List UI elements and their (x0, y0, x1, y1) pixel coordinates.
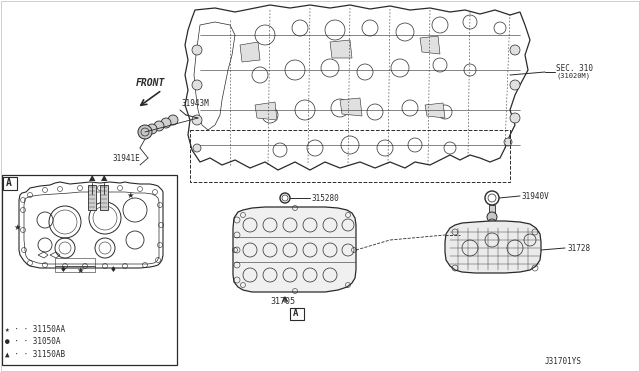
Text: ★: ★ (13, 222, 20, 231)
Text: 315280: 315280 (312, 193, 340, 202)
Circle shape (488, 219, 496, 227)
Circle shape (138, 125, 152, 139)
Circle shape (192, 115, 202, 125)
Circle shape (147, 124, 157, 134)
Bar (100, 185, 108, 210)
Text: ♦: ♦ (109, 266, 116, 275)
Bar (190, 130, 510, 182)
Text: 31940V: 31940V (522, 192, 550, 201)
Polygon shape (445, 221, 541, 273)
Polygon shape (340, 98, 362, 116)
Text: 31943M: 31943M (182, 99, 210, 108)
Text: J31701YS: J31701YS (545, 357, 582, 366)
Text: A: A (293, 310, 299, 318)
Text: ▲: ▲ (89, 173, 95, 182)
Text: SEC. 310: SEC. 310 (556, 64, 593, 73)
Circle shape (193, 144, 201, 152)
Circle shape (510, 113, 520, 123)
Text: 31705: 31705 (270, 298, 295, 307)
Bar (55, 258, 95, 266)
Circle shape (168, 115, 178, 125)
Circle shape (192, 45, 202, 55)
Circle shape (487, 212, 497, 222)
Bar (2, 175, 177, 365)
FancyBboxPatch shape (3, 176, 17, 189)
Polygon shape (420, 36, 440, 54)
Text: ▲ · · 31150AB: ▲ · · 31150AB (5, 350, 65, 359)
Text: ★: ★ (126, 190, 134, 199)
Polygon shape (233, 207, 356, 292)
Polygon shape (425, 103, 445, 118)
Text: ▲: ▲ (100, 173, 108, 182)
Circle shape (192, 80, 202, 90)
Polygon shape (330, 40, 352, 58)
Polygon shape (240, 42, 260, 62)
Polygon shape (255, 102, 277, 120)
Text: ★: ★ (76, 266, 84, 275)
Circle shape (161, 118, 171, 128)
Bar (88, 185, 96, 210)
Text: ♦: ♦ (60, 266, 67, 275)
Bar (489, 205, 495, 213)
Text: (31020M): (31020M) (556, 73, 590, 79)
Circle shape (510, 45, 520, 55)
Circle shape (510, 80, 520, 90)
Text: A: A (6, 178, 12, 188)
Text: ● · · 31050A: ● · · 31050A (5, 337, 61, 346)
Text: FRONT: FRONT (135, 78, 164, 88)
Circle shape (154, 121, 164, 131)
Bar (55, 266, 95, 272)
Text: 31941E: 31941E (112, 154, 140, 163)
Text: 31728: 31728 (567, 244, 590, 253)
Text: ★ · · 31150AA: ★ · · 31150AA (5, 326, 65, 334)
FancyBboxPatch shape (289, 308, 303, 320)
Circle shape (504, 138, 512, 146)
